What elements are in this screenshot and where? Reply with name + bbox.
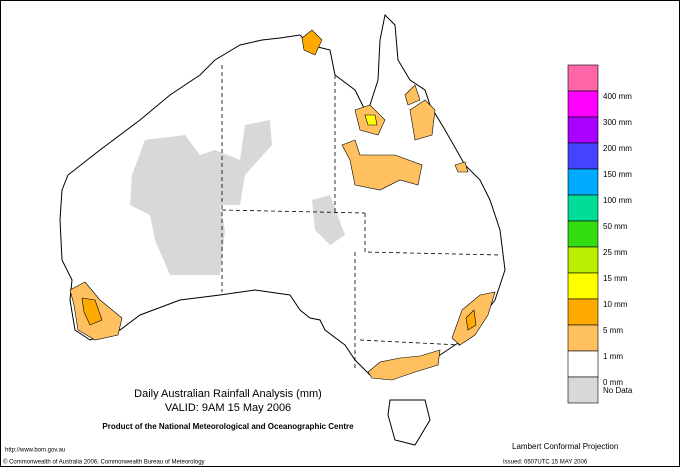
product: Product of the National Meteorological a… [102,422,354,431]
legend-label: 1 mm [603,352,623,361]
legend-swatch [567,64,599,92]
legend-label: 100 mm [603,196,632,205]
legend-label: 10 mm [603,300,628,309]
rain-sw-core [81,297,103,326]
legend-swatch [567,246,599,274]
rain-qld [341,139,423,191]
url: http://www.bom.gov.au [5,448,65,454]
projection: Lambert Conformal Projection [512,442,618,451]
legend-swatch [567,272,599,300]
legend: 400 mm 300 mm 200 mm 150 mm 100 mm 50 mm 25 mm… [567,64,633,404]
valid-time: VALID: 9AM 15 May 2006 [165,402,291,414]
rain-qld-n-core [364,114,378,126]
rain-cape [301,29,323,56]
rain-areas [69,29,496,381]
legend-swatch [567,376,599,404]
rain-qld-ne [404,84,421,106]
legend-label: No Data [603,386,633,395]
rain-qld-e [409,99,436,141]
legend-label: 200 mm [603,144,632,153]
state-borders [221,65,501,370]
legend-swatch [567,116,599,144]
copyright: © Commonwealth of Australia 2006, Common… [3,459,205,466]
legend-swatch [567,324,599,352]
no-data-area [130,120,345,275]
legend-label: 0 mm [603,378,623,387]
issued: Issued: 0507UTC 15 MAY 2006 [503,460,588,466]
rain-vic [367,349,441,381]
legend-label: 400 mm [603,92,632,101]
legend-label: 15 mm [603,274,628,283]
legend-label: 300 mm [603,118,632,127]
australia [59,13,506,446]
tasmania [387,399,431,446]
legend-label: 50 mm [603,222,628,231]
legend-swatch [567,350,599,378]
legend-swatch [567,220,599,248]
legend-swatch [567,168,599,196]
legend-swatch [567,90,599,118]
legend-swatch [567,194,599,222]
legend-swatch [567,142,599,170]
rain-coast [454,161,469,173]
legend-label: 150 mm [603,170,632,179]
rain-nsw-core [465,309,477,331]
legend-label: 5 mm [603,326,623,335]
legend-label: 25 mm [603,248,628,257]
legend-swatch [567,298,599,326]
map-title: Daily Australian Rainfall Analysis (mm) [134,388,322,400]
